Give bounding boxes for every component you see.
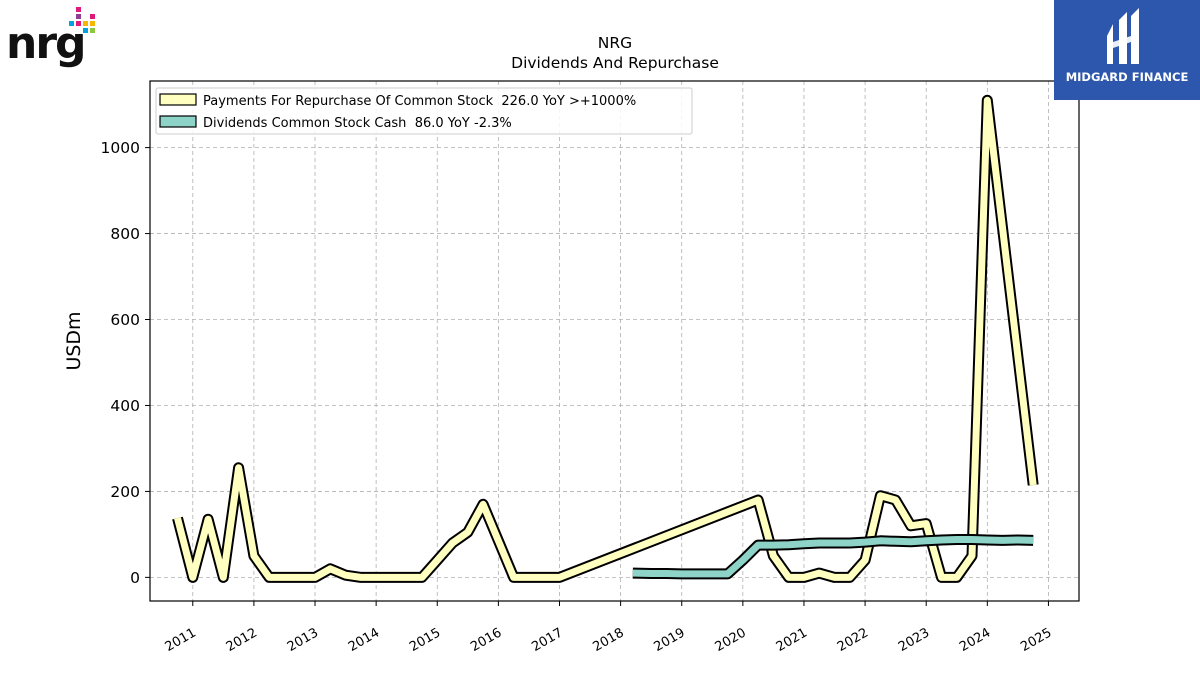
series-line-dividends <box>632 536 1034 578</box>
x-tick-label: 2018 <box>590 625 626 655</box>
nrg-logo-text: nrg <box>6 18 87 69</box>
legend-swatch-repurchase <box>159 93 197 106</box>
nrg-logo: nrg <box>4 4 104 74</box>
x-tick-label: 2017 <box>529 625 565 655</box>
chart-title: NRG <box>598 34 632 52</box>
midgard-emblem-icon <box>1107 8 1139 64</box>
x-tick-label: 2023 <box>896 625 932 655</box>
midgard-finance-text: MIDGARD FINANCE <box>1065 70 1189 84</box>
nrg-sparkle-icon <box>69 7 95 33</box>
series-line-repurchase <box>174 96 1037 581</box>
x-tick-label: 2024 <box>957 625 993 655</box>
x-tick-label: 2021 <box>774 625 810 655</box>
series-dividends <box>632 534 1034 580</box>
legend: Payments For Repurchase Of Common Stock … <box>155 87 693 135</box>
legend-label-dividends: Dividends Common Stock Cash 86.0 YoY -2.… <box>203 116 512 131</box>
x-tick-label: 2012 <box>224 625 260 655</box>
x-tick-label: 2016 <box>468 625 504 655</box>
y-tick-label: 200 <box>110 483 140 501</box>
series-repurchase <box>172 94 1039 583</box>
grid-lines <box>150 81 1079 601</box>
chart-subtitle: Dividends And Repurchase <box>511 54 719 72</box>
series-line-outline-repurchase <box>172 94 1039 583</box>
y-axis-label: USDm <box>63 311 85 370</box>
y-tick-label: 400 <box>110 397 140 415</box>
legend-label-repurchase: Payments For Repurchase Of Common Stock … <box>203 94 636 109</box>
midgard-finance-logo: MIDGARD FINANCE <box>1054 0 1200 100</box>
x-tick-label: 2020 <box>713 625 749 655</box>
legend-box <box>155 87 693 135</box>
x-tick-label: 2013 <box>285 625 321 655</box>
legend-swatch-dividends <box>159 115 197 128</box>
plot-frame <box>149 80 1080 602</box>
x-tick-label: 2015 <box>407 625 443 655</box>
x-tick-label: 2025 <box>1018 625 1054 655</box>
y-tick-label: 600 <box>110 311 140 329</box>
x-tick-label: 2011 <box>163 625 199 655</box>
x-tick-label: 2022 <box>835 625 871 655</box>
y-tick-label: 1000 <box>101 139 140 157</box>
series-layer <box>172 94 1039 583</box>
x-tick-label: 2019 <box>652 625 688 655</box>
y-tick-label: 800 <box>110 225 140 243</box>
x-tick-label: 2014 <box>346 625 382 655</box>
y-tick-label: 0 <box>130 569 140 587</box>
